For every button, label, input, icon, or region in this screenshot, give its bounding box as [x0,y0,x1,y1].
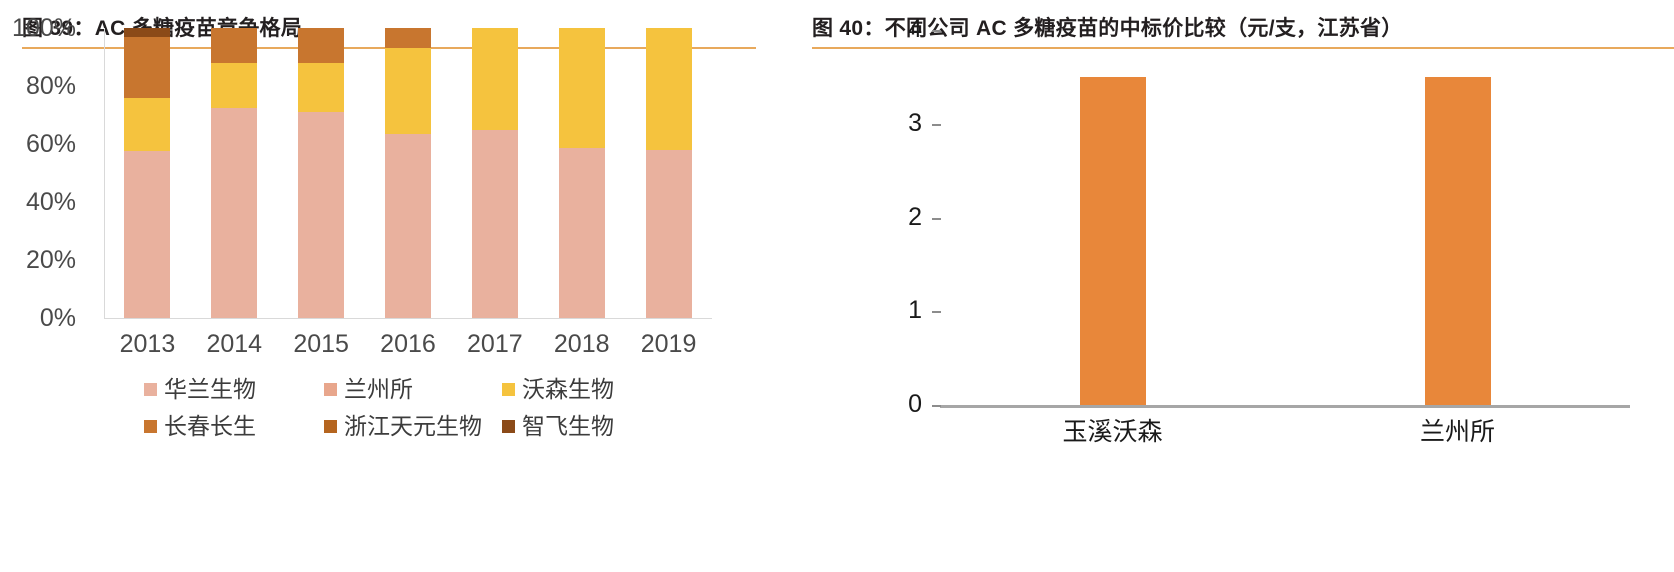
figure-40-plot-area [940,30,1630,405]
figure-39-bar-segment [645,28,692,150]
figure-39-x-tick-label: 2017 [467,330,523,358]
figure-40-y-tick-label: 3 [908,108,922,137]
figure-39-bar-segment [124,151,171,318]
figure-40-chart: 0 1 2 3 4 玉溪沃森 兰州所 [800,0,1674,512]
figure-39-y-tick-label: 0% [39,304,76,332]
figure-39-bar-segment [124,36,171,98]
figure-39-bar-segment [471,28,518,130]
figure-40-y-tick-mark [932,217,941,220]
figure-39-legend-label: 兰州所 [344,376,413,402]
figure-39-legend-item[interactable]: 浙江天元生物 [324,415,482,438]
figure-39-y-tick-label: 60% [25,130,76,158]
figure-39-legend-row: 长春长生 浙江天元生物 智飞生物 [104,415,744,452]
figure-39-y-axis-line [104,28,105,319]
figure-40-title: 图 40：不同公司 AC 多糖疫苗的中标价比较（元/支，江苏省） [812,17,1403,40]
legend-swatch-icon [144,383,157,396]
figure-40-y-tick-mark [932,311,941,314]
figure-39-bar-column [385,28,431,318]
figure-40-y-tick-mark [932,30,941,32]
figure-39-x-tick-label: 2014 [206,330,263,358]
figure-40-y-tick-mark [932,405,941,407]
figure-39-plot-area [104,28,712,318]
figure-39-chart: 0% 20% 40% 60% 80% 100% 2013 2014 2015 2016 2017 2… [0,0,790,512]
figure-39-bar-column [645,28,692,318]
figure-39-bar-segment [211,28,258,63]
figure-39-bar-segment [558,148,605,318]
figure-39-legend-label: 华兰生物 [164,376,256,402]
figure-39-legend-item[interactable]: 沃森生物 [502,378,614,401]
figure-39-bar-column [298,28,345,318]
figure-39-y-tick-label: 80% [25,72,76,100]
figure-39-panel: 图 39：AC 多糖疫苗竞争格局 0%20%40%60%80%100% 2013… [0,0,790,572]
figure-40-y-tick-label: 1 [908,296,922,325]
figure-40-x-tick-label: 玉溪沃森 [1062,418,1163,446]
figure-39-legend: 华兰生物 兰州所 沃森生物 长春长生 浙江天元生物 智飞生物 [104,378,744,452]
figure-39-bar-column [211,28,258,318]
legend-swatch-icon [502,383,515,396]
figure-39-x-tick-label: 2018 [553,330,610,358]
figure-39-legend-item[interactable]: 长春长生 [144,415,256,438]
legend-swatch-icon [502,420,515,433]
figure-39-bar-segment [558,28,605,149]
figure-39-legend-label: 浙江天元生物 [344,413,482,439]
figure-39-x-tick-label: 2016 [380,330,436,358]
figure-40-y-tick-mark [932,123,941,126]
figure-39-bar-segment [385,28,431,49]
figure-39-y-tick-label: 20% [25,246,76,274]
figure-39-legend-item[interactable]: 兰州所 [324,378,413,401]
figure-39-y-tick-label: 100% [12,14,76,42]
figure-39-x-tick-label: 2019 [640,330,697,358]
figure-40-title-rule [812,47,1674,49]
figure-39-legend-item[interactable]: 华兰生物 [144,378,256,401]
figure-39-bar-segment [645,149,692,318]
figure-40-y-tick-label: 0 [908,390,922,418]
figure-40-bar [1424,76,1491,405]
figure-39-x-tick-label: 2015 [293,330,349,358]
legend-swatch-icon [144,420,157,433]
figure-39-bar-segment [298,62,345,113]
figure-40-x-axis-line [940,405,1630,408]
figure-39-bar-segment [211,62,258,108]
figure-39-bar-column [558,28,605,318]
figure-40-bar [1079,76,1146,405]
figure-39-bar-column [124,28,171,318]
figure-39-x-tick-label: 2013 [119,330,176,358]
figure-39-bar-segment [471,129,518,318]
figure-39-bar-segment [124,97,171,152]
figure-39-bar-segment [124,28,171,37]
figure-39-bar-segment [211,107,258,318]
figure-39-bar-segment [385,133,431,318]
figure-39-bar-column [471,28,518,318]
legend-swatch-icon [324,383,337,396]
legend-swatch-icon [324,420,337,433]
figure-39-legend-item[interactable]: 智飞生物 [502,415,614,438]
figure-40-panel: 图 40：不同公司 AC 多糖疫苗的中标价比较（元/支，江苏省） 0 1 2 3 4 玉… [800,0,1674,572]
figure-39-bar-segment [385,48,431,134]
figure-40-x-tick-label: 兰州所 [1419,418,1495,446]
figure-40-y-tick-label: 2 [908,202,922,231]
figure-39-legend-label: 智飞生物 [522,413,614,439]
figure-39-legend-label: 长春长生 [164,413,256,439]
figure-39-bar-segment [298,28,345,63]
figure-39-legend-label: 沃森生物 [522,376,614,402]
figure-39-x-axis-line [104,318,712,319]
figure-39-bar-segment [298,112,345,318]
figure-40-y-tick-label: 4 [908,15,922,43]
figure-39-legend-row: 华兰生物 兰州所 沃森生物 [104,378,744,415]
figure-39-y-tick-label: 40% [25,188,76,216]
